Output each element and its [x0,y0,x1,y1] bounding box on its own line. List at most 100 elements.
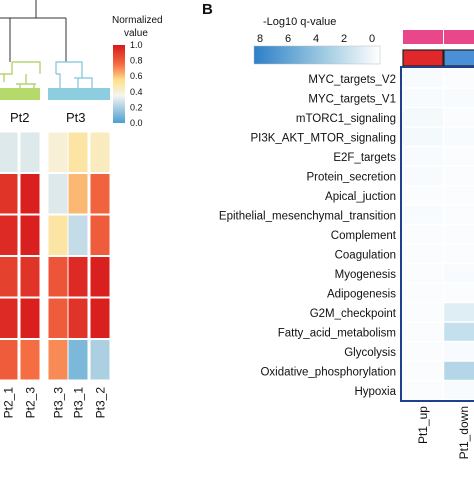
heatmap-a-cell [19,131,41,173]
heatmap-b-cell [443,322,474,342]
heatmap-a-cell [67,131,89,173]
heatmap-b-cell [443,107,474,127]
column-annotations-b [402,30,474,67]
panel-b-letter: B [202,1,213,18]
heatmap-panel-a: Pt2 Pt3 Pt2_1 Pt2_3 Pt3_3 Pt3_1 Pt3_2 Normali… [0,0,163,418]
column-label-pt3-3: Pt3_3 [52,387,66,419]
heatmap-b-cell [443,302,474,322]
group-label-pt3: Pt3 [66,110,86,125]
column-label-pt3-1: Pt3_1 [72,387,86,419]
heatmap-b-cell [443,263,474,283]
heatmap-b-cell [402,283,444,303]
heatmap-a-cell [19,297,41,339]
heatmap-b-cell [443,185,474,205]
heatmap-b-cell [443,244,474,264]
row-label-b: Apical_juction [325,191,396,203]
heatmap-a-cell [67,297,89,339]
row-label-b: Complement [331,230,397,242]
legend-a-tick-label: 0.2 [130,102,143,112]
heatmap-b-cell [402,205,444,225]
column-label-pt1-up: Pt1_up [416,406,430,444]
annotation-bar-pt1-up [403,30,443,44]
row-label-b: Protein_secretion [307,171,397,183]
row-label-b: PI3K_AKT_MTOR_signaling [250,132,396,144]
row-label-b: Adipogenesis [327,288,396,300]
row-label-b: MYC_targets_V2 [308,74,396,86]
row-label-b: Oxidative_phosphorylation [260,366,396,378]
heatmap-a-cell [67,214,89,256]
heatmap-cells-a [0,131,111,381]
heatmap-b-cell [443,205,474,225]
column-label-pt3-2: Pt3_2 [94,387,108,419]
heatmap-b-cell [443,283,474,303]
heatmap-a-cell [19,339,41,381]
heatmap-b-cell [443,68,474,88]
heatmap-b-cell [402,68,444,88]
heatmap-a-cell [0,256,19,298]
heatmap-a-cell [0,297,19,339]
column-labels-a: Pt2_1 Pt2_3 Pt3_3 Pt3_1 Pt3_2 [2,387,108,419]
dendrogram-top-branch [0,0,37,19]
heatmap-a-cell [89,339,111,381]
heatmap-a-cell [47,297,69,339]
heatmap-b-cell [402,263,444,283]
legend-a-tick-label: 0.0 [130,118,143,128]
heatmap-b-cell [402,88,444,108]
heatmap-a-cell [47,256,69,298]
heatmap-b-cell [402,146,444,166]
row-label-b: Hypoxia [354,386,396,398]
legend-a-tick-label: 0.4 [130,87,143,97]
annotation-bar-pt1-down [444,30,474,44]
legend-a-title-line2: value [124,28,148,39]
group-label-pt2: Pt2 [10,110,30,125]
legend-b-tick-label: 8 [257,33,263,45]
group-bars [0,88,110,100]
row-label-b: Epithelial_mesenchymal_transition [219,210,396,222]
heatmap-b-cell [402,107,444,127]
heatmap-b-cell [443,146,474,166]
heatmap-a-cell [67,339,89,381]
heatmap-b-cell [443,127,474,147]
column-label-pt2-3: Pt2_3 [24,387,38,419]
group-bar-pt2 [0,88,40,100]
heatmap-b-cell [402,244,444,264]
pt2-subtree [0,61,41,88]
row-label-b: MYC_targets_V1 [308,93,396,105]
legend-a: Normalized value [112,15,163,128]
column-label-pt2-1: Pt2_1 [2,387,16,419]
heatmap-b-cell [402,380,444,400]
legend-b-tick-label: 2 [341,33,347,45]
row-labels-b: MYC_targets_V2 MYC_targets_V1 mTORC1_signa… [219,74,397,398]
legend-b-tick-label: 0 [369,33,375,45]
heatmap-b-cell [402,166,444,186]
column-label-pt1-down: Pt1_down [457,406,471,459]
heatmap-b-cell [443,88,474,108]
heatmap-a-cell [0,214,19,256]
heatmap-b-cell [402,224,444,244]
heatmap-b-cell [402,127,444,147]
heatmap-a-cell [89,131,111,173]
dendrogram-root-branch [9,17,67,62]
heatmap-a-cell [89,297,111,339]
legend-a-title: Normalized [112,15,163,26]
direction-bar-pt1-up [402,49,444,67]
heatmap-b-cell [443,361,474,381]
legend-b-ticks: 8 6 4 2 0 [257,33,375,45]
legend-a-tick-label: 0.6 [130,71,143,81]
row-label-b: Glycolysis [344,347,396,359]
highlight-box [400,66,474,402]
column-dendrogram [0,0,67,62]
heatmap-a-cell [47,131,69,173]
row-label-b: Myogenesis [335,269,397,281]
legend-a-ticks: 1.0 0.8 0.6 0.4 0.2 0.0 [130,40,143,128]
heatmap-b-cell [402,185,444,205]
column-labels-b: Pt1_up Pt1_down [416,406,471,460]
row-label-b: G2M_checkpoint [310,308,397,320]
heatmap-b-cell [402,302,444,322]
heatmap-b-cell [402,341,444,361]
legend-b-tick-label: 4 [313,33,319,45]
heatmap-a-cell [89,214,111,256]
heatmap-b-cell [402,322,444,342]
